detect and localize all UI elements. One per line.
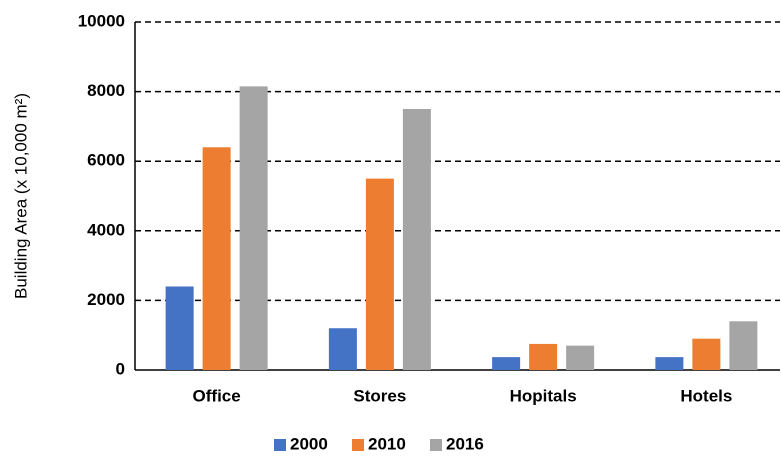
y-tick-label: 6000 [87, 151, 125, 170]
bar [402, 109, 431, 370]
bar [529, 343, 558, 370]
y-tick-label: 4000 [87, 220, 125, 239]
bar [566, 345, 595, 370]
x-tick-label: Hotels [680, 386, 732, 405]
y-tick-label: 10000 [78, 11, 125, 30]
bar [365, 178, 394, 370]
y-axis-label: Building Area (x 10,000 m²) [11, 93, 30, 299]
legend-swatch [352, 439, 364, 451]
y-tick-label: 8000 [87, 81, 125, 100]
bar [729, 321, 758, 370]
legend-label: 2000 [290, 434, 328, 453]
bar [165, 286, 194, 370]
legend-swatch [274, 439, 286, 451]
y-tick-label: 2000 [87, 290, 125, 309]
bar [692, 338, 721, 370]
bar [655, 357, 684, 370]
x-tick-label: Hopitals [510, 386, 577, 405]
bar [328, 328, 357, 370]
bar [239, 86, 268, 370]
bar [202, 147, 231, 370]
x-tick-label: Stores [353, 386, 406, 405]
legend-label: 2010 [368, 434, 406, 453]
legend-swatch [430, 439, 442, 451]
legend-label: 2016 [446, 434, 484, 453]
bar [492, 357, 521, 370]
x-tick-label: Office [193, 386, 241, 405]
y-tick-label: 0 [116, 359, 125, 378]
